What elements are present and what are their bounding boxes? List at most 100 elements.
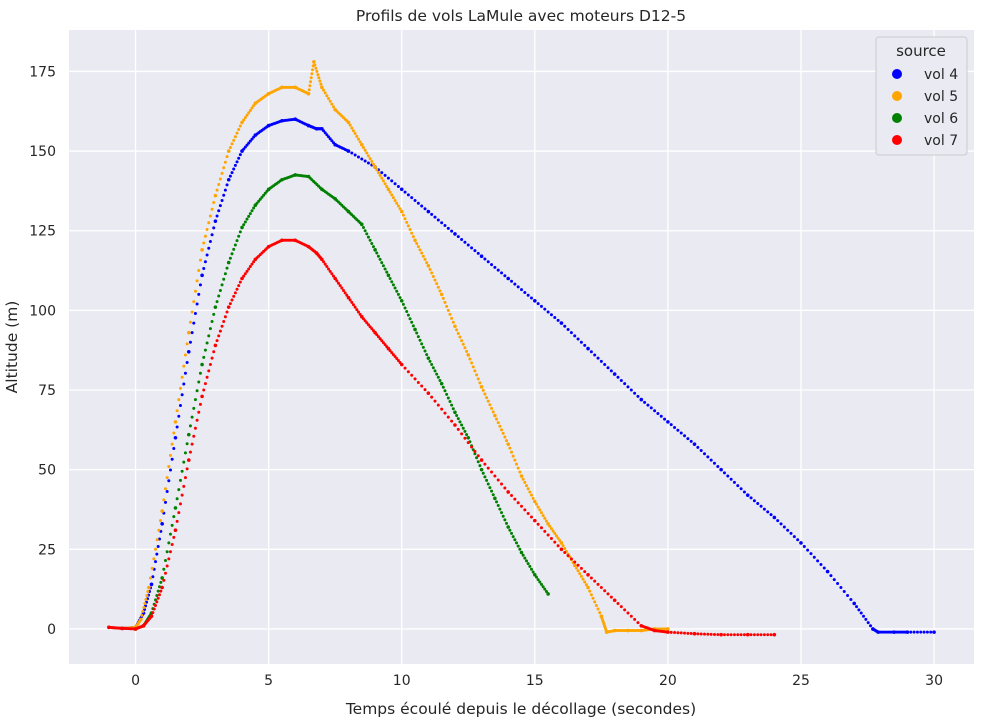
data-point [486, 399, 490, 403]
y-tick-label: 175 [29, 64, 56, 80]
data-point [503, 435, 507, 439]
data-point [381, 179, 385, 183]
data-point [544, 519, 548, 523]
data-point [210, 356, 214, 360]
data-point [563, 550, 567, 554]
data-point [520, 504, 523, 508]
data-point [193, 398, 197, 402]
data-point [183, 451, 187, 455]
y-tick-label: 0 [47, 622, 56, 638]
data-point [262, 193, 266, 197]
data-point [581, 577, 585, 581]
data-point [325, 94, 329, 98]
data-point [533, 518, 537, 523]
data-point [762, 633, 766, 637]
data-point [439, 292, 444, 297]
data-point [225, 266, 229, 270]
data-point [455, 328, 459, 332]
data-point [170, 442, 174, 446]
data-point [359, 142, 364, 147]
data-point [478, 381, 482, 385]
data-point [544, 590, 548, 594]
data-point [433, 369, 437, 373]
data-point [348, 123, 352, 127]
data-point [210, 233, 214, 237]
data-point [350, 300, 354, 304]
data-point [451, 320, 455, 324]
data-point [468, 357, 472, 361]
data-point [323, 91, 327, 95]
data-point [378, 337, 382, 341]
data-point [368, 157, 372, 161]
data-point [769, 633, 773, 637]
data-point [202, 241, 206, 245]
data-point [172, 447, 176, 451]
data-point [919, 630, 923, 634]
data-point [388, 277, 392, 281]
data-point [186, 330, 191, 335]
data-point [518, 547, 522, 551]
data-point [593, 353, 597, 357]
data-point [929, 630, 933, 634]
data-point [346, 149, 351, 153]
data-point [603, 589, 607, 593]
data-point [456, 235, 460, 239]
data-point [531, 570, 535, 574]
data-point [448, 400, 452, 404]
data-point [869, 624, 873, 628]
data-point [190, 331, 194, 335]
data-point [806, 548, 810, 552]
data-point [716, 464, 720, 468]
data-point [428, 359, 432, 363]
series-vol-7 [107, 238, 777, 637]
data-point [486, 482, 490, 486]
data-point [177, 398, 181, 402]
data-point [375, 251, 379, 255]
data-point [403, 366, 407, 370]
data-point [433, 278, 437, 282]
data-point [386, 176, 390, 180]
data-point [226, 305, 231, 309]
data-point [451, 407, 455, 411]
data-point [549, 527, 553, 531]
data-point [393, 182, 397, 186]
data-point [529, 515, 533, 519]
data-point [150, 566, 154, 570]
data-point [410, 320, 414, 324]
data-point [426, 391, 431, 395]
data-point [202, 388, 206, 392]
data-point [526, 293, 530, 297]
data-point [513, 497, 517, 501]
data-point [922, 630, 926, 634]
data-point [543, 587, 547, 591]
data-point [146, 590, 150, 594]
data-point [390, 193, 394, 197]
data-point [162, 578, 166, 582]
data-point [909, 630, 913, 634]
data-point [158, 585, 161, 589]
data-point [160, 509, 164, 513]
y-tick-label: 125 [29, 224, 56, 240]
data-point [511, 454, 515, 458]
data-point [520, 288, 523, 292]
legend-marker [892, 113, 902, 123]
data-point [195, 389, 199, 393]
data-point [223, 272, 227, 276]
data-point [470, 361, 474, 365]
data-point [676, 631, 680, 635]
data-point [235, 287, 239, 291]
data-point [816, 559, 820, 563]
data-point [378, 173, 382, 177]
x-axis-label: Temps écoulé depuis le décollage (second… [345, 700, 696, 718]
data-point [483, 392, 487, 396]
data-point [732, 480, 736, 484]
x-tick-label: 20 [659, 673, 677, 689]
data-point [365, 151, 369, 155]
data-point [306, 91, 311, 96]
data-point [353, 132, 357, 136]
data-point [195, 302, 199, 306]
data-point [584, 583, 588, 587]
data-point [609, 595, 613, 599]
data-point [689, 632, 693, 636]
data-point [623, 608, 627, 612]
